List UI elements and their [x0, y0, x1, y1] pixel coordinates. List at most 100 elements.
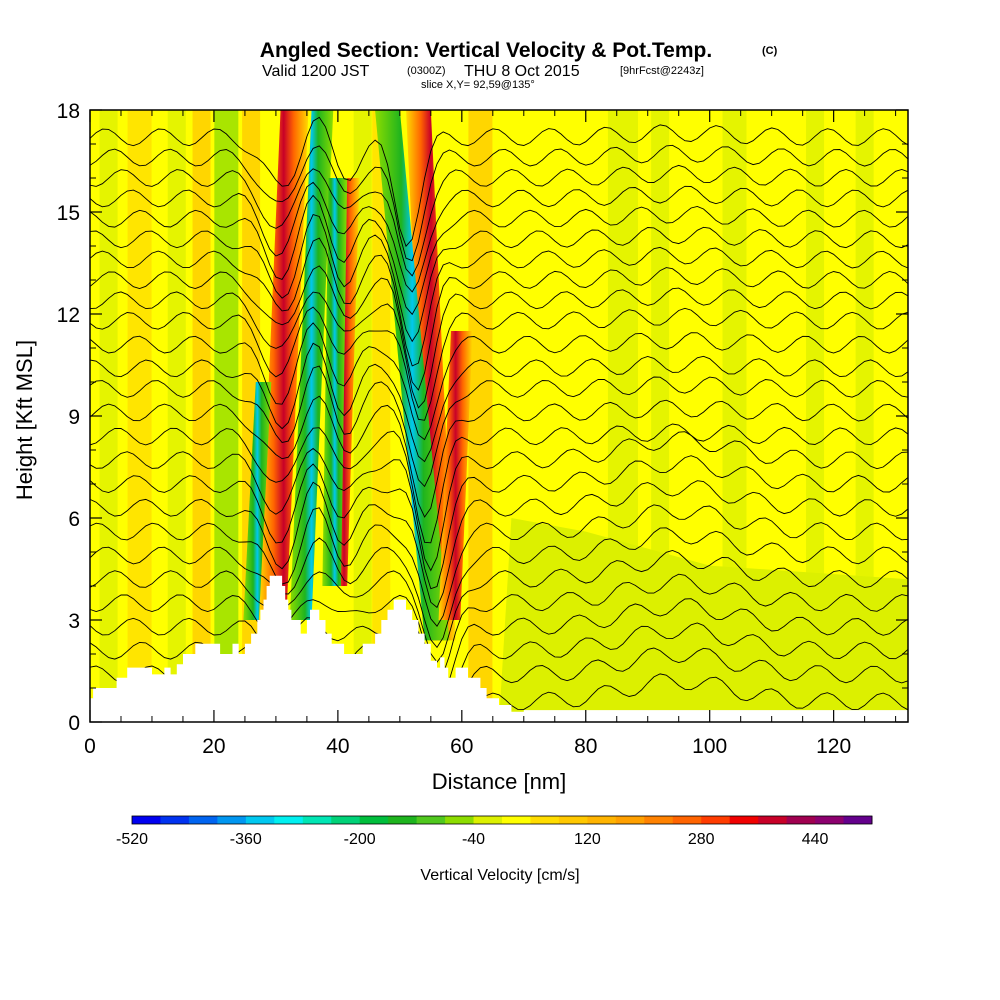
colorbar-swatch [758, 816, 788, 824]
theta-contour-34 [90, 287, 908, 409]
x-tick-label: 120 [816, 735, 851, 758]
colorbar-swatch [530, 816, 560, 824]
y-tick-label: 18 [57, 100, 80, 123]
theta-contour-30 [90, 322, 908, 441]
field-streak [607, 110, 638, 722]
field-streak [722, 110, 747, 722]
colorbar-swatch [587, 816, 617, 824]
chart-title: Angled Section: Vertical Velocity & Pot.… [260, 39, 712, 62]
downdraft-plume [289, 110, 334, 620]
colorbar-tick-label: 280 [688, 831, 715, 848]
colorbar-label: Vertical Velocity [cm/s] [420, 867, 579, 884]
colorbar-swatch [188, 816, 218, 824]
colorbar-frame [131, 815, 873, 825]
field-streak [214, 110, 239, 722]
colorbar-tick-label: -520 [116, 831, 148, 848]
y-tick-label: 15 [57, 202, 80, 225]
theta-contour-24 [90, 395, 908, 518]
colorbar-swatch [502, 816, 531, 824]
colorbar-swatch [245, 816, 275, 824]
theta-contour-18 [90, 455, 908, 590]
colorbar-swatch [786, 816, 816, 824]
colorbar-swatch [644, 816, 674, 824]
field-streak [806, 110, 825, 722]
colorbar-swatch [815, 816, 845, 824]
plot-area [90, 110, 908, 722]
y-tick-label: 6 [68, 508, 80, 531]
colorbar: -520 -360 -200 -40 120 280 440 [116, 815, 873, 848]
colorbar-tick-label: -40 [462, 831, 485, 848]
colorbar-swatch [302, 816, 332, 824]
colorbar-tick-label: 120 [574, 831, 601, 848]
theta-contours [90, 116, 908, 717]
y-tick-label: 3 [68, 610, 80, 633]
updraft-plume [258, 110, 309, 610]
colorbar-swatch [672, 816, 702, 824]
colorbar-swatch [558, 816, 588, 824]
theta-contour-26 [90, 365, 908, 488]
theta-contour-12 [90, 527, 908, 649]
colorbar-swatch [445, 816, 475, 824]
y-tick-label: 12 [57, 304, 80, 327]
theta-contour-28 [90, 342, 908, 463]
colorbar-swatch [416, 816, 446, 824]
theta-contour-40 [90, 214, 908, 343]
y-tick-label: 9 [68, 406, 80, 429]
x-tick-label: 0 [84, 735, 96, 758]
chart-subtitle-date: THU 8 Oct 2015 [464, 63, 580, 80]
colorbar-tick-label: -360 [230, 831, 262, 848]
theta-contour-32 [90, 306, 908, 421]
colorbar-swatch [217, 816, 247, 824]
weak-downdraft-region [499, 518, 908, 722]
x-tick-label: 60 [450, 735, 473, 758]
colorbar-swatch [359, 816, 389, 824]
theta-contour-36 [90, 265, 908, 391]
field-streak [651, 110, 670, 722]
theta-contour-16 [90, 480, 908, 609]
field-streak [167, 110, 186, 722]
chart-subtitle-forecast: [9hrFcst@2243z] [620, 65, 704, 77]
colorbar-swatch [160, 816, 190, 824]
colorbar-tick-label: -200 [344, 831, 376, 848]
x-tick-label: 100 [692, 735, 727, 758]
x-tick-label: 20 [202, 735, 225, 758]
colorbar-swatch [274, 816, 304, 824]
field-streak [99, 110, 118, 722]
terrain-mask [90, 575, 908, 722]
x-axis-label: Distance [nm] [432, 769, 567, 794]
theta-contour-48 [90, 144, 908, 262]
field-streak [192, 110, 211, 722]
colorbar-swatch [473, 816, 503, 824]
axes: 0 20 40 60 80 100 120 0 3 6 9 12 15 18 [57, 100, 908, 758]
field-streak [372, 110, 391, 722]
field-streak [127, 110, 152, 722]
theta-contour-42 [90, 194, 908, 316]
colorbar-swatch [843, 816, 873, 824]
y-tick-label: 0 [68, 712, 80, 735]
theta-contour-46 [90, 164, 908, 277]
slice-label: slice X,Y= 92,59@135° [421, 79, 535, 91]
theta-contour-50 [90, 116, 908, 248]
chart-subtitle-valid: Valid 1200 JST [262, 63, 370, 80]
colorbar-swatch [729, 816, 759, 824]
theta-contour-20 [90, 431, 908, 572]
theta-contour-14 [90, 504, 908, 627]
x-tick-label: 80 [574, 735, 597, 758]
theta-contour-6 [90, 598, 908, 692]
chart-title-suffix: (C) [762, 45, 778, 57]
updraft-plume [438, 331, 473, 620]
colorbar-swatch [615, 816, 645, 824]
theta-contour-10 [90, 550, 908, 663]
theta-contour-22 [90, 423, 908, 544]
field-streak [855, 110, 874, 722]
colorbar-tick-label: 440 [802, 831, 829, 848]
colorbar-swatch [132, 816, 161, 824]
theta-contour-8 [90, 573, 908, 679]
colorbar-swatch [388, 816, 418, 824]
colorbar-swatch [701, 816, 731, 824]
theta-contour-38 [90, 237, 908, 367]
y-axis-label: Height [Kft MSL] [12, 340, 37, 500]
colorbar-swatch [331, 816, 361, 824]
x-tick-label: 40 [326, 735, 349, 758]
